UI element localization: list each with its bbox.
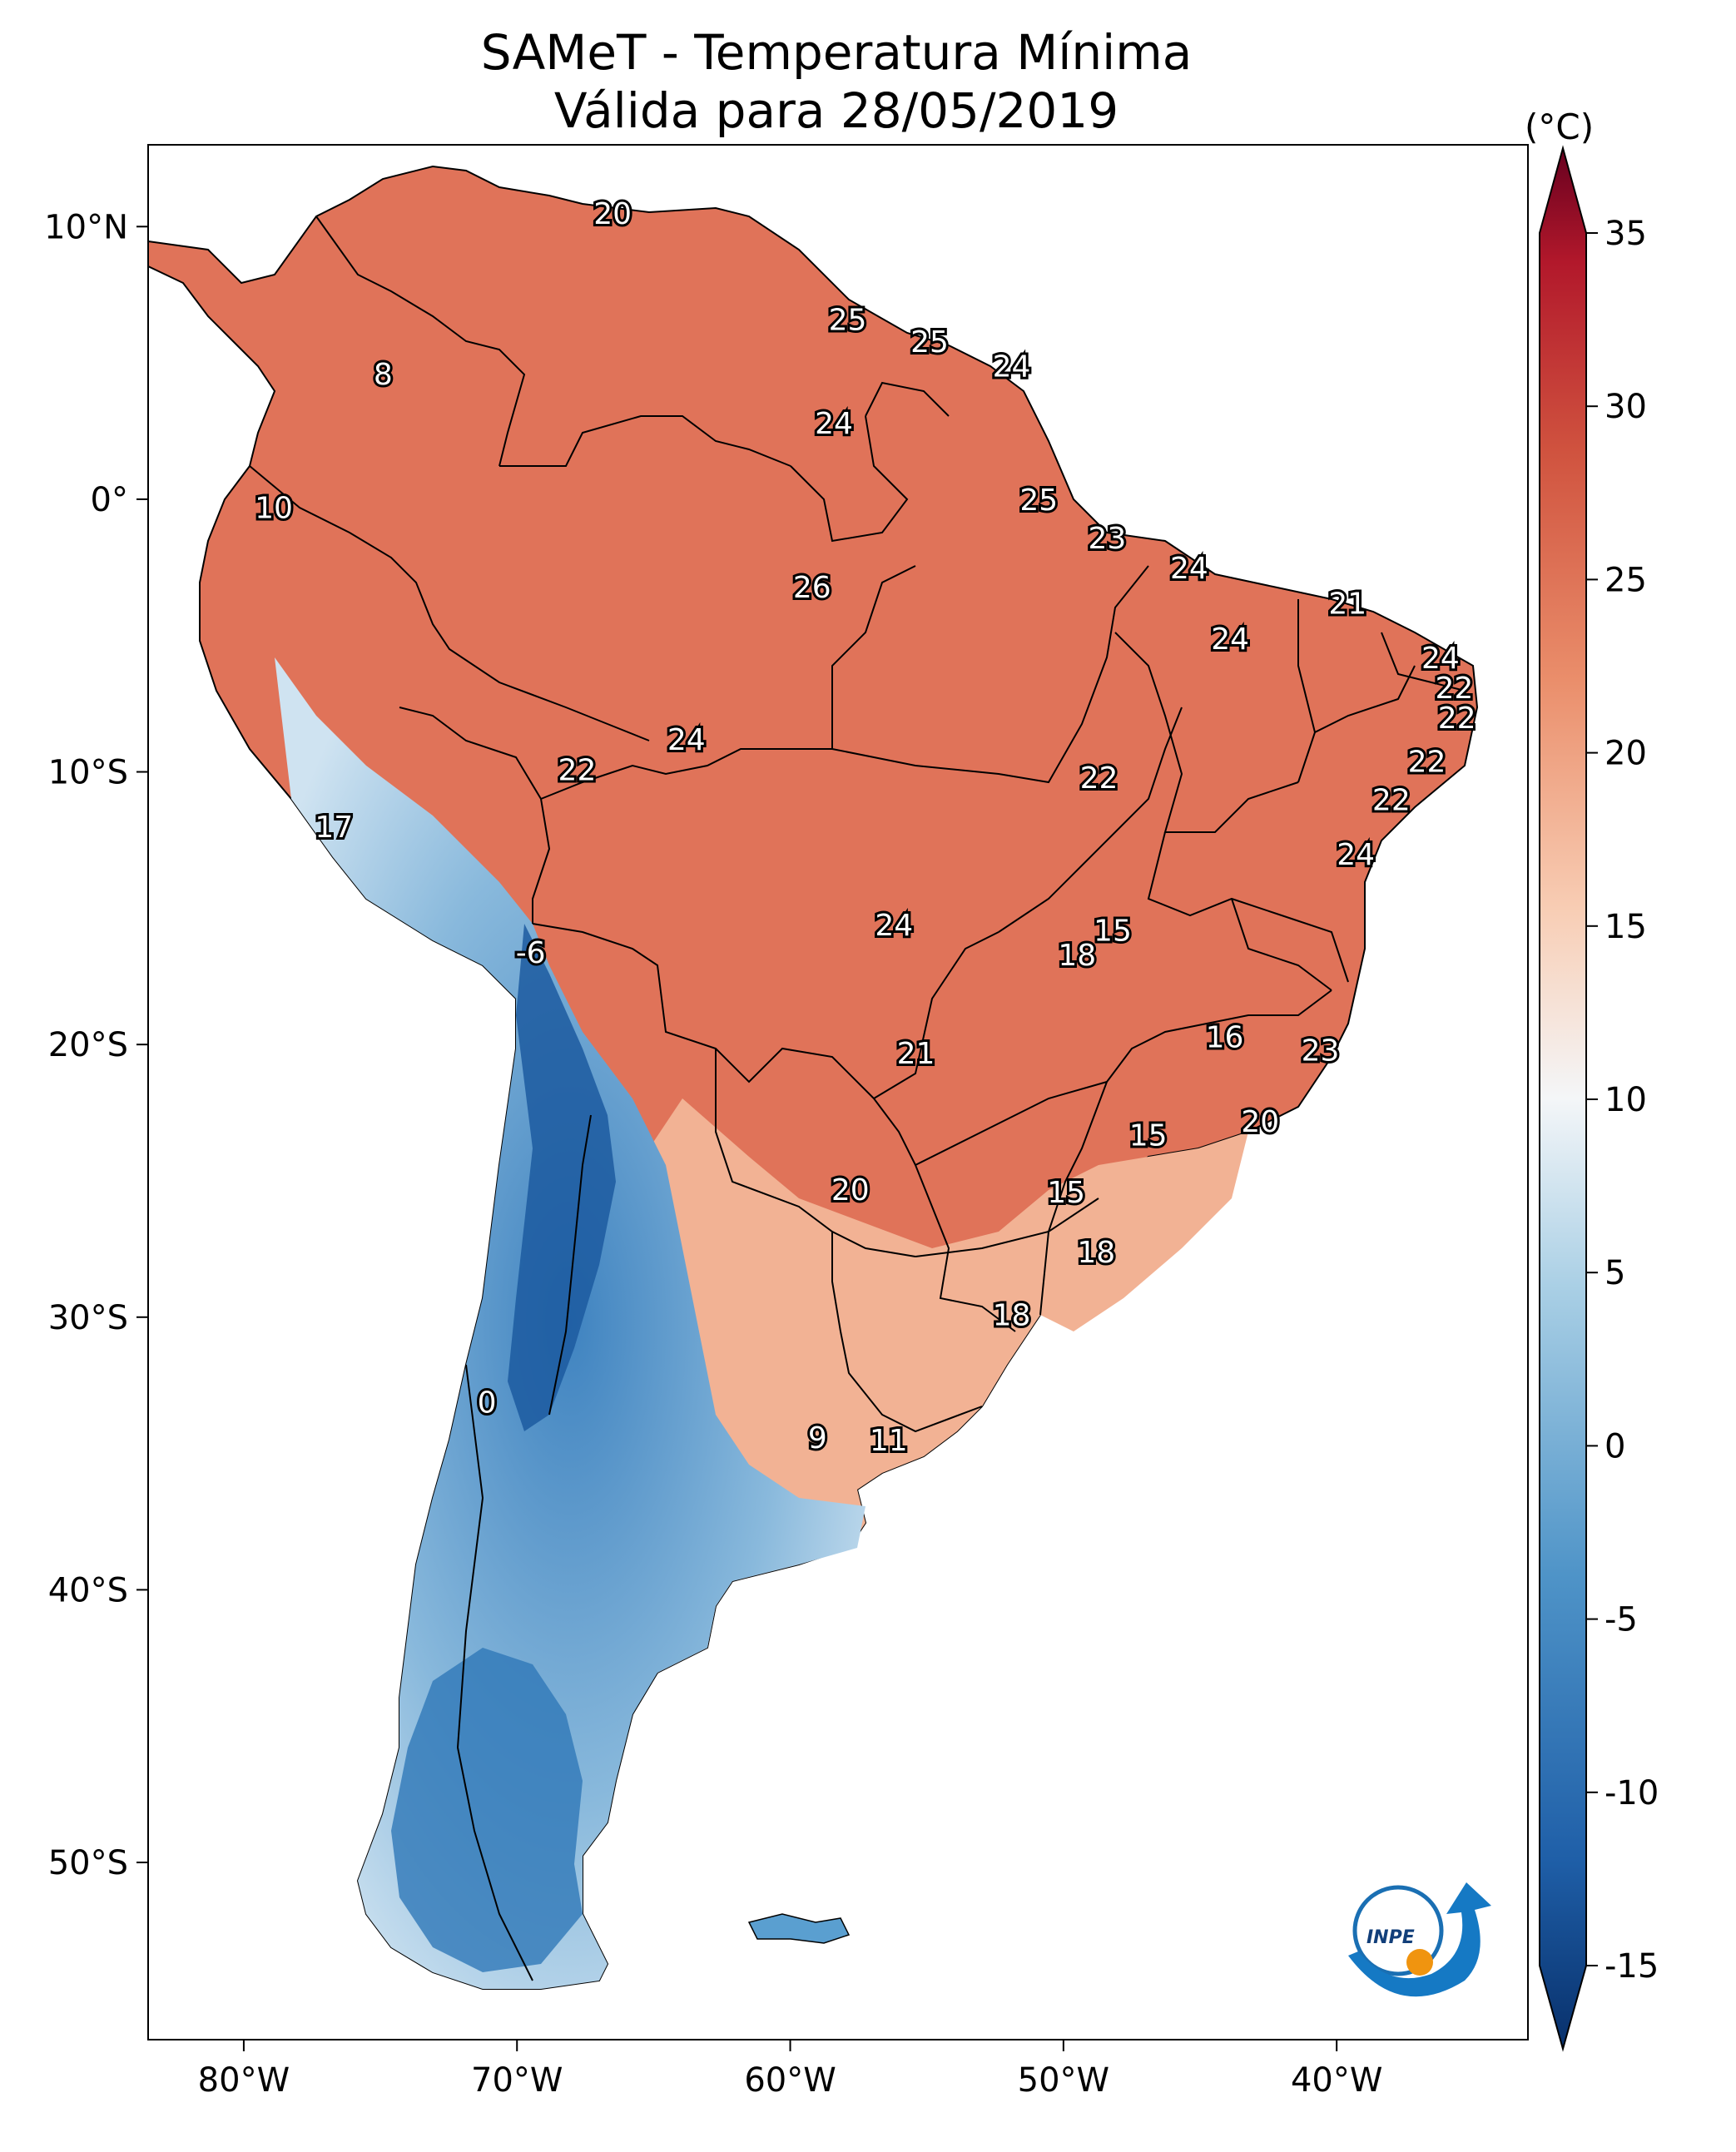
lon-tick-label: 50°W	[1018, 2061, 1109, 2100]
title-line-2: Válida para 28/05/2019	[553, 82, 1119, 139]
contour-label: 18	[993, 1299, 1031, 1333]
latitude-axis: 10°N 0° 10°S 20°S 30°S 40°S 50°S	[44, 208, 148, 1882]
contour-label: 24	[993, 350, 1031, 384]
lat-tick-label: 50°S	[48, 1844, 128, 1882]
logo-swoosh-icon	[1348, 1882, 1491, 1997]
contour-label: 22	[1080, 761, 1118, 796]
contour-label: 22	[558, 753, 597, 787]
contour-label: 20	[1241, 1105, 1279, 1139]
contour-label: 22	[1372, 783, 1411, 817]
falkland-islands	[747, 1913, 851, 1944]
colorbar-body	[1539, 145, 1587, 2052]
lat-tick-label: 10°N	[44, 208, 128, 246]
contour-label: 25	[1019, 483, 1058, 518]
colorbar-tick-label: 0	[1605, 1427, 1625, 1465]
contour-label: 20	[593, 197, 632, 231]
colorbar: 35 30 25 20 15 10 5 0 -5 -10 -15	[1539, 145, 1659, 2052]
logo-orange-dot	[1406, 1949, 1433, 1976]
contour-label: 23	[1088, 522, 1126, 556]
contour-label: 24	[1211, 622, 1249, 657]
title-line-1: SAMeT - Temperatura Mínima	[480, 24, 1193, 81]
contour-label: 0	[478, 1386, 497, 1420]
contour-label: 21	[1328, 587, 1366, 621]
contour-label: 16	[1206, 1020, 1244, 1054]
inpe-logo: INPE	[1348, 1882, 1491, 1997]
colorbar-tick-label: 25	[1605, 561, 1647, 599]
colorbar-ticks: 35 30 25 20 15 10 5 0 -5 -10 -15	[1586, 215, 1659, 1986]
contour-label: 21	[897, 1037, 935, 1071]
colorbar-tick-label: 5	[1605, 1254, 1625, 1292]
contour-label: 24	[667, 723, 706, 757]
lat-tick-label: 30°S	[48, 1299, 128, 1337]
contour-label: 15	[1129, 1118, 1168, 1153]
contour-label: 24	[875, 909, 913, 943]
longitude-axis: 80°W 70°W 60°W 50°W 40°W	[198, 2040, 1382, 2100]
colorbar-tick-label: 20	[1605, 735, 1647, 773]
contour-label: 9	[808, 1421, 827, 1455]
lon-tick-label: 70°W	[471, 2061, 563, 2100]
colorbar-tick-label: 10	[1605, 1081, 1647, 1119]
contour-label: 25	[910, 325, 949, 359]
lon-tick-label: 40°W	[1291, 2061, 1382, 2100]
colorbar-tick-label: -15	[1605, 1947, 1659, 1986]
contour-label: 8	[374, 358, 393, 392]
contour-label: 15	[1094, 915, 1132, 949]
contour-label: 24	[815, 407, 853, 441]
contour-label: 22	[1435, 672, 1473, 706]
contour-label: 17	[315, 811, 353, 845]
contour-label: 26	[793, 571, 831, 605]
contour-label: 24	[1170, 552, 1208, 586]
lat-tick-label: 20°S	[48, 1026, 128, 1064]
contour-label: 18	[1058, 939, 1096, 973]
map-frame	[147, 144, 1529, 2040]
lat-tick-label: 40°S	[48, 1571, 128, 1609]
lat-tick-label: 10°S	[48, 754, 128, 792]
contour-label: -6	[516, 936, 546, 970]
contour-label: 18	[1077, 1236, 1115, 1270]
contour-label: 22	[1438, 702, 1476, 736]
contour-label: 25	[829, 304, 867, 338]
contour-label: 11	[870, 1424, 908, 1458]
lon-tick-label: 80°W	[198, 2061, 290, 2100]
contour-label: 23	[1302, 1034, 1340, 1069]
contour-label: 24	[1337, 838, 1375, 872]
colorbar-tick-label: -5	[1605, 1601, 1638, 1639]
colorbar-tick-label: 35	[1605, 215, 1647, 253]
contour-label: 20	[831, 1173, 870, 1207]
patagonia-cold	[391, 1648, 583, 1972]
lat-tick-label: 0°	[91, 481, 128, 519]
colorbar-tick-label: 15	[1605, 908, 1647, 946]
lon-tick-label: 60°W	[744, 2061, 836, 2100]
contour-label: 24	[1421, 642, 1460, 676]
contour-label: 15	[1047, 1176, 1085, 1210]
country-borders	[249, 216, 1466, 1981]
contour-label: 22	[1408, 745, 1446, 779]
contour-label: 10	[255, 492, 293, 526]
logo-ring	[1352, 1885, 1444, 1976]
colorbar-tick-label: -10	[1605, 1774, 1659, 1812]
andes-core-cold	[508, 924, 616, 1431]
colorbar-tick-label: 30	[1605, 388, 1647, 426]
colorbar-unit: (°C)	[1525, 107, 1595, 147]
map-title: SAMeT - Temperatura Mínima Válida para 2…	[150, 23, 1523, 140]
logo-lettering: INPE	[1366, 1927, 1415, 1948]
